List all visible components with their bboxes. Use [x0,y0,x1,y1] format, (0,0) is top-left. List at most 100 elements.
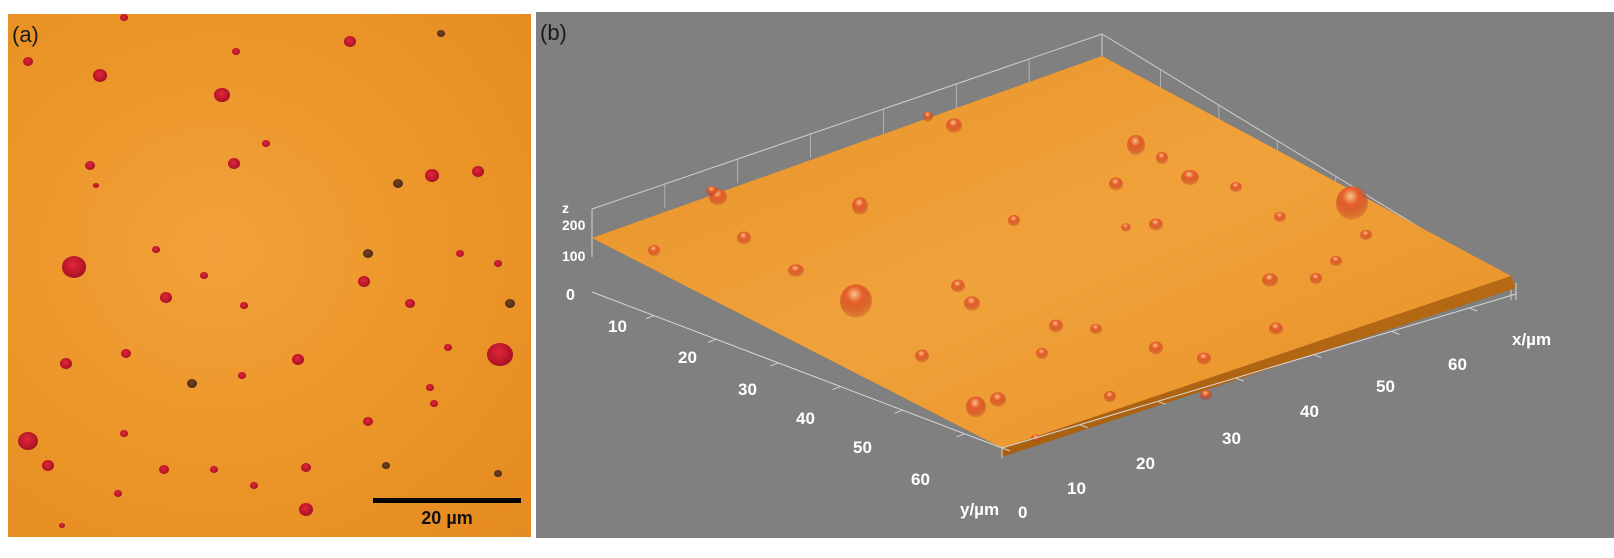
z-tick-label: 100 [562,248,586,264]
surface-peak [1121,223,1131,232]
particle [120,430,128,438]
particle [114,490,122,498]
particle [494,260,502,268]
y-tick-label: 50 [853,438,872,457]
surface-peak [1104,390,1116,403]
grid-line [1157,400,1166,405]
particle [210,466,218,474]
grid-line [708,338,717,343]
surface-peak [923,111,933,122]
particle [382,462,390,470]
x-tick-label: 50 [1376,377,1395,396]
x-tick-label: 60 [1448,355,1467,374]
particle [60,358,72,369]
particle [301,463,311,472]
grid-line [645,315,655,320]
grid-line [1391,330,1400,335]
particle [232,48,240,56]
x-tick-label: 0 [1018,503,1027,522]
y-tick-label: 20 [678,348,697,367]
particle [214,88,230,103]
particle [240,302,248,310]
grid-line [894,409,903,414]
y-axis-label: y/µm [960,500,999,519]
y-tick-label: 40 [796,409,815,428]
y-tick-label: 60 [911,470,930,489]
surface-peak [1274,211,1286,223]
surface-peak [852,197,868,215]
particle [426,384,434,392]
particle [494,470,502,478]
particle [299,503,313,516]
particle [59,523,65,529]
z-tick-label: 200 [562,217,586,233]
particle [363,249,373,258]
surface-peak [964,296,980,311]
surface-peak [1310,272,1322,285]
grid-line [1079,424,1089,429]
surface-peak [1200,389,1212,401]
surface-peak [1090,323,1102,335]
particle [93,69,107,82]
x-tick-label: 10 [1067,479,1086,498]
particle [405,299,415,308]
particle [120,14,128,22]
surface-peak [946,118,962,133]
x-axis-label: x/µm [1512,330,1551,349]
particle [358,276,370,287]
y-tick-label: 10 [608,317,627,336]
particle [93,183,99,189]
grid-line [1313,354,1322,359]
particle [62,256,86,278]
particle [160,292,172,303]
particle [250,482,258,490]
surface-peak [706,185,718,197]
topography-plot: z 200 100 0 10 20 30 40 50 60 y/µm 0 10 … [562,33,1551,522]
z-axis-label: z [562,200,569,216]
particle [444,344,452,352]
micrograph-panel: (a) 20 µm [8,14,531,537]
surface-peak [737,231,751,245]
surface-peak [1149,218,1163,231]
particle [344,36,356,47]
x-tick-label: 30 [1222,429,1241,448]
grid-line [770,362,779,367]
particle [292,354,304,365]
particle [42,460,54,471]
particle [85,161,95,170]
topography-panel: z 200 100 0 10 20 30 40 50 60 y/µm 0 10 … [536,12,1614,538]
particle [187,379,197,388]
surface-peak [1181,169,1199,186]
surface-peak [1127,134,1145,156]
scale-bar-label: 20 µm [421,508,473,528]
surface-peak [1156,151,1168,165]
surface-peak [951,279,965,293]
particle [437,30,445,38]
z-tick-label: 0 [566,287,575,304]
particle [228,158,240,169]
surface-peak [1330,255,1342,267]
surface-peak [648,244,660,257]
particle [159,465,169,474]
y-tick-label: 30 [738,380,757,399]
scale-bar [373,498,521,503]
surface-peak [788,264,804,277]
surface-peaks [648,111,1372,442]
surface-peak [1149,341,1163,355]
particle [505,299,515,308]
particle [200,272,208,280]
surface-peak [1336,186,1368,220]
particle [430,400,438,408]
particle [152,246,160,254]
x-tick-label: 40 [1300,402,1319,421]
particle [393,179,403,188]
surface-peak [966,396,986,418]
y-axis-ticks [645,315,965,438]
particle [363,417,373,426]
surface-peak [1262,273,1278,287]
panel-b-label: (b) [540,20,567,45]
grid-line [1235,377,1244,382]
grid-line [1001,447,1011,452]
particle [121,349,131,358]
particle [456,250,464,258]
